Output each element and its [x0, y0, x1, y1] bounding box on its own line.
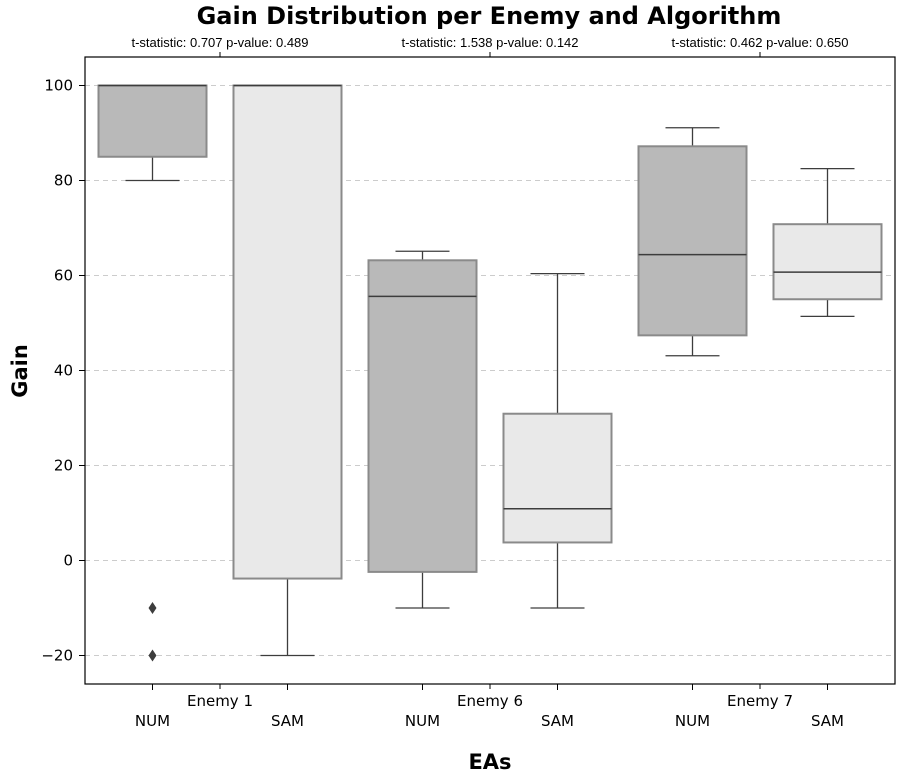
y-tick-label: 40 [54, 362, 73, 380]
box-num [637, 145, 748, 337]
box-sam [232, 84, 343, 580]
x-tick-label: NUM [405, 712, 440, 730]
x-tick-label: SAM [271, 712, 304, 730]
x-tick-label: NUM [675, 712, 710, 730]
y-tick-label: 100 [44, 77, 73, 95]
box-num [367, 259, 478, 573]
outlier-point [148, 649, 157, 662]
box-sam [772, 223, 883, 301]
stat-annotation: t-statistic: 1.538 p-value: 0.142 [401, 35, 578, 50]
x-axis-title: EAs [468, 750, 511, 774]
x-tick-label: SAM [541, 712, 574, 730]
x-tick-label: NUM [135, 712, 170, 730]
y-axis-title: Gain [8, 344, 32, 398]
group-label: Enemy 1 [187, 692, 253, 710]
y-tick-label: 80 [54, 172, 73, 190]
y-tick-label: −20 [41, 647, 73, 665]
group-label: Enemy 6 [457, 692, 523, 710]
x-tick-label: SAM [811, 712, 844, 730]
stat-annotation: t-statistic: 0.462 p-value: 0.650 [671, 35, 848, 50]
y-tick-label: 20 [54, 457, 73, 475]
box-num [97, 84, 208, 158]
grid-lines [85, 85, 895, 656]
boxes [97, 84, 883, 662]
box-sam [502, 412, 613, 544]
group-label: Enemy 7 [727, 692, 793, 710]
outlier-point [148, 602, 157, 614]
axes: −20 0 20 40 60 80 100 Enemy 1 t-statistic: 0.707… [41, 35, 848, 730]
y-tick-label: 0 [63, 552, 73, 570]
stat-annotation: t-statistic: 0.707 p-value: 0.489 [131, 35, 308, 50]
chart-title: Gain Distribution per Enemy and Algorith… [197, 2, 782, 30]
y-tick-label: 60 [54, 267, 73, 285]
